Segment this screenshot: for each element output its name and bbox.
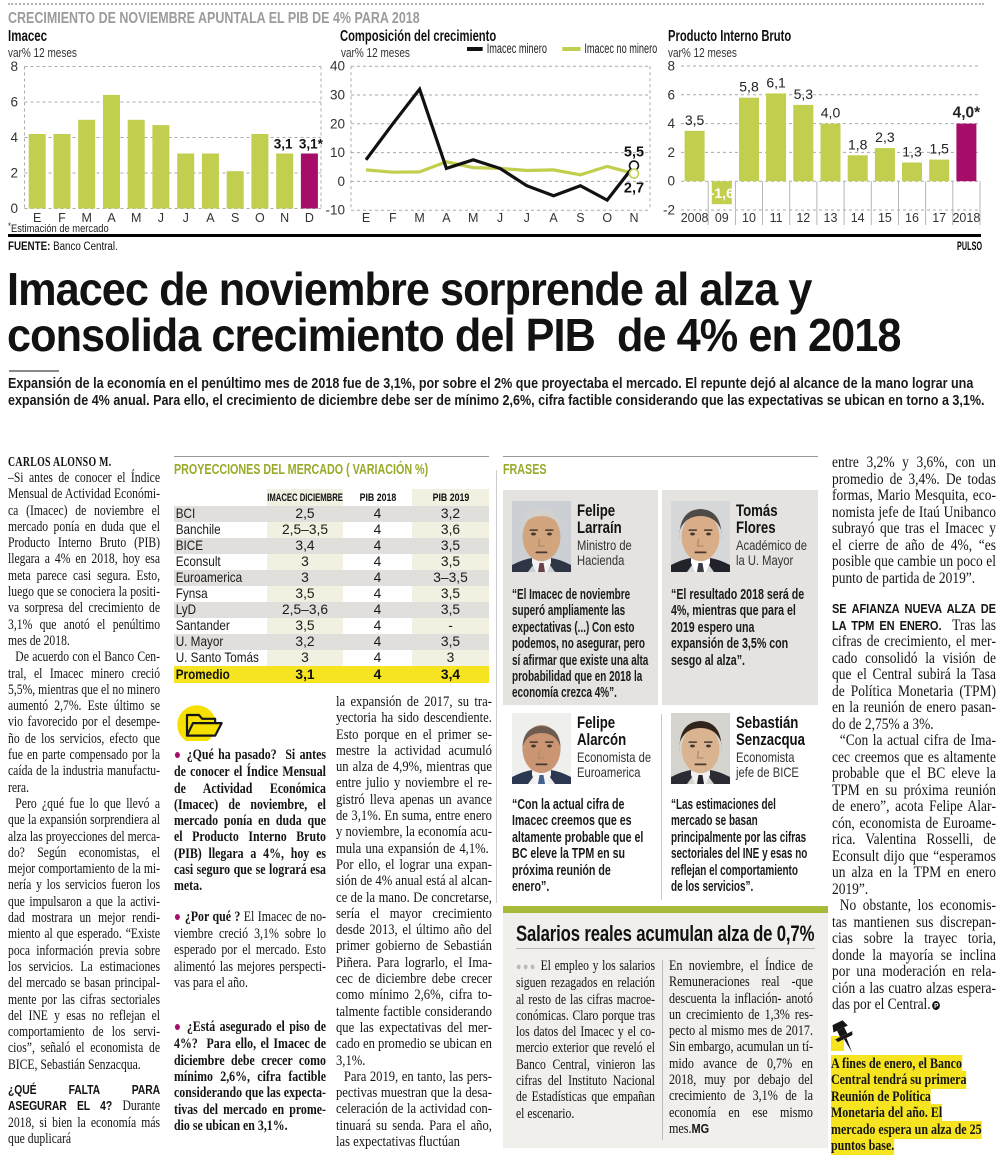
svg-text:16: 16 (905, 211, 919, 225)
svg-text:-1,6: -1,6 (710, 185, 734, 201)
svg-text:S: S (231, 211, 239, 225)
svg-text:0: 0 (337, 174, 345, 189)
svg-text:A: A (107, 211, 116, 225)
svg-text:20: 20 (330, 116, 345, 131)
svg-text:5,8: 5,8 (739, 79, 759, 95)
svg-text:17: 17 (932, 211, 946, 225)
svg-text:A: A (206, 211, 215, 225)
svg-text:2: 2 (10, 166, 18, 181)
svg-text:M: M (468, 211, 478, 225)
svg-text:40: 40 (330, 59, 345, 74)
svg-text:A: A (549, 211, 558, 225)
svg-text:5,5: 5,5 (624, 145, 644, 161)
svg-text:2,7: 2,7 (624, 181, 644, 197)
svg-text:8: 8 (667, 59, 675, 74)
svg-text:J: J (497, 211, 503, 225)
svg-text:1,5: 1,5 (929, 141, 949, 157)
svg-text:11: 11 (770, 211, 783, 225)
svg-text:1,3: 1,3 (902, 144, 922, 160)
svg-text:4: 4 (667, 116, 675, 131)
svg-text:2018: 2018 (952, 211, 980, 225)
svg-text:J: J (183, 211, 189, 225)
svg-text:2: 2 (667, 145, 675, 160)
svg-text:E: E (362, 211, 370, 225)
svg-text:F: F (389, 211, 397, 225)
svg-text:4,0: 4,0 (821, 105, 841, 121)
svg-text:0: 0 (10, 201, 18, 216)
svg-text:15: 15 (878, 211, 892, 225)
svg-text:D: D (305, 211, 314, 225)
svg-text:A: A (442, 211, 451, 225)
svg-text:N: N (280, 211, 289, 225)
svg-text:S: S (576, 211, 584, 225)
svg-text:M: M (414, 211, 424, 225)
svg-text:4,0*: 4,0* (953, 105, 982, 122)
svg-text:O: O (255, 211, 265, 225)
svg-text:13: 13 (824, 211, 838, 225)
svg-text:O: O (602, 211, 612, 225)
svg-text:12: 12 (796, 211, 810, 225)
svg-text:14: 14 (851, 211, 865, 225)
svg-text:8: 8 (10, 59, 18, 74)
svg-text:6: 6 (667, 87, 675, 102)
svg-text:J: J (524, 211, 530, 225)
svg-text:5,3: 5,3 (794, 86, 814, 102)
svg-text:1,8: 1,8 (848, 136, 868, 152)
svg-text:N: N (629, 211, 638, 225)
svg-text:2,3: 2,3 (875, 129, 895, 145)
svg-text:J: J (158, 211, 164, 225)
svg-text:6,1: 6,1 (766, 74, 786, 90)
svg-text:E: E (33, 211, 41, 225)
svg-text:0: 0 (667, 174, 675, 189)
svg-text:-2: -2 (663, 203, 675, 218)
svg-text:09: 09 (715, 211, 729, 225)
svg-text:M: M (131, 211, 141, 225)
svg-text:3,1*: 3,1* (299, 137, 324, 152)
svg-text:4: 4 (10, 130, 18, 145)
svg-text:3,5: 3,5 (685, 112, 705, 128)
svg-text:-10: -10 (325, 203, 345, 218)
svg-text:2008: 2008 (681, 211, 709, 225)
svg-text:30: 30 (330, 88, 345, 103)
svg-text:6: 6 (10, 95, 18, 110)
svg-text:M: M (81, 211, 91, 225)
svg-text:F: F (58, 211, 66, 225)
svg-text:10: 10 (742, 211, 756, 225)
svg-text:3,1: 3,1 (274, 137, 293, 152)
svg-text:10: 10 (330, 145, 345, 160)
